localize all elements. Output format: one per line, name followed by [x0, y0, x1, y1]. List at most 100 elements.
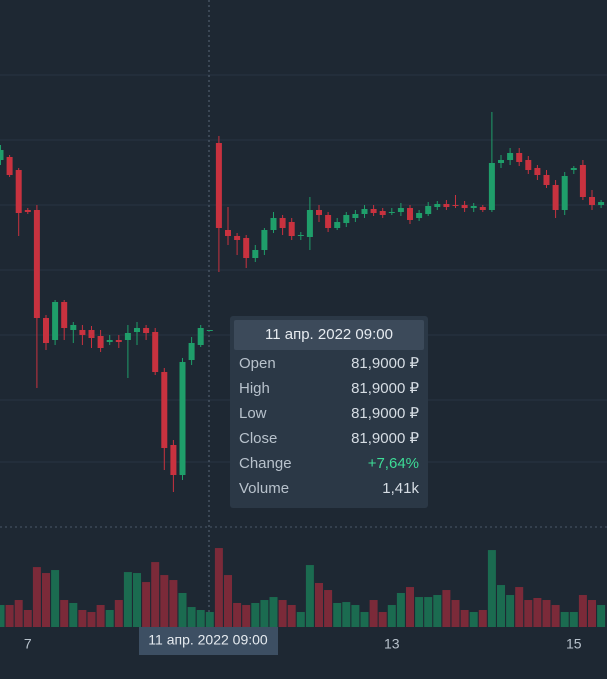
volume-bar [524, 600, 533, 627]
candle-body [334, 222, 341, 228]
volume-bar [96, 605, 105, 627]
volume-bar [251, 602, 260, 627]
candle-body [316, 210, 322, 215]
candle-body [306, 210, 313, 237]
volume-bar [315, 583, 323, 627]
crosshair-label: 11 апр. 2022 09:00 [148, 632, 268, 648]
volume-bar [0, 605, 5, 627]
candle-body [6, 157, 13, 175]
candle-body [161, 372, 168, 448]
candle-body [325, 215, 332, 228]
volume-bar [597, 605, 606, 627]
volume-bar [287, 605, 296, 627]
volume-bar [369, 600, 378, 627]
tooltip-value: 81,9000 ₽ [351, 405, 419, 422]
x-tick-label: 7 [24, 636, 32, 652]
volume-bar [433, 595, 442, 627]
candle-body [498, 160, 504, 163]
volume-bar [105, 610, 114, 627]
volume-bar [578, 595, 587, 627]
tooltip-label: Volume [239, 480, 289, 497]
volume-bar [14, 600, 23, 627]
candle-body [52, 302, 59, 340]
volume-bar [296, 612, 305, 627]
candle-body [134, 328, 140, 332]
candle-body [397, 208, 404, 212]
candle-body [388, 212, 395, 213]
tooltip-value: 81,9000 ₽ [351, 430, 419, 447]
candle-body [261, 230, 268, 250]
candle-body [15, 170, 22, 213]
candle-body [270, 218, 277, 230]
candle-body [343, 215, 350, 223]
candle-body [0, 150, 4, 160]
volume-bar [387, 605, 396, 627]
candle-body [561, 176, 568, 210]
candle-body [579, 165, 586, 197]
volume-bar [160, 575, 169, 627]
candle-body [188, 343, 195, 360]
volume-bar [396, 593, 405, 627]
candle-body [24, 210, 31, 212]
volume-bar [515, 587, 524, 627]
candle-body [106, 340, 113, 342]
volume-bar [78, 610, 87, 627]
tooltip-label: Close [239, 430, 277, 447]
candle-body [379, 211, 386, 215]
volume-bar [560, 612, 569, 627]
volume-bar [451, 600, 460, 627]
candle-body [243, 238, 250, 258]
candle-body [179, 362, 186, 475]
volume-bar [360, 612, 369, 627]
candle-body [570, 168, 577, 170]
candle-body [197, 328, 204, 345]
volume-bar [460, 610, 469, 627]
candle-body [425, 206, 432, 214]
candle-body [215, 143, 222, 228]
volume-bar [569, 612, 578, 627]
candle-body [407, 208, 413, 220]
volume-bar [424, 597, 433, 627]
candle-body [143, 328, 150, 333]
tooltip-label: Open [239, 355, 276, 372]
volume-bar [51, 570, 60, 627]
candle-body [479, 207, 486, 210]
candle-body [361, 209, 368, 214]
volume-bar [406, 587, 414, 627]
tooltip-box [230, 316, 428, 508]
volume-bar [205, 612, 214, 627]
volume-bar [588, 600, 596, 627]
candle-body [70, 325, 77, 330]
crosshair-label-box [139, 627, 278, 655]
volume-bar [32, 567, 41, 627]
x-tick-label: 13 [384, 636, 400, 652]
volume-bar [478, 610, 487, 627]
volume-bar [224, 575, 232, 627]
volume-bar [533, 597, 542, 627]
candle-body [88, 330, 95, 338]
candle-body [416, 213, 423, 218]
candle-body [470, 206, 477, 208]
candle-body [288, 222, 295, 236]
candle-body [516, 153, 523, 162]
volume-bar [23, 610, 32, 627]
candle-body [115, 340, 122, 342]
volume-bar [269, 597, 278, 627]
candle-body [124, 333, 131, 340]
candle-body [352, 214, 359, 218]
x-tick-label: 15 [566, 636, 582, 652]
candle-body [170, 445, 177, 475]
candle-body [552, 185, 559, 210]
volume-bar [278, 600, 287, 627]
candle-body [225, 230, 231, 236]
candle-body [61, 302, 68, 328]
volume-bar [114, 600, 123, 627]
tooltip-title: 11 апр. 2022 09:00 [265, 326, 393, 343]
candle-body [589, 197, 595, 205]
volume-bar [469, 612, 478, 627]
marks [0, 112, 606, 627]
volume-bar [151, 562, 160, 627]
candle-body [33, 210, 40, 318]
tooltip-value: +7,64% [368, 455, 419, 472]
